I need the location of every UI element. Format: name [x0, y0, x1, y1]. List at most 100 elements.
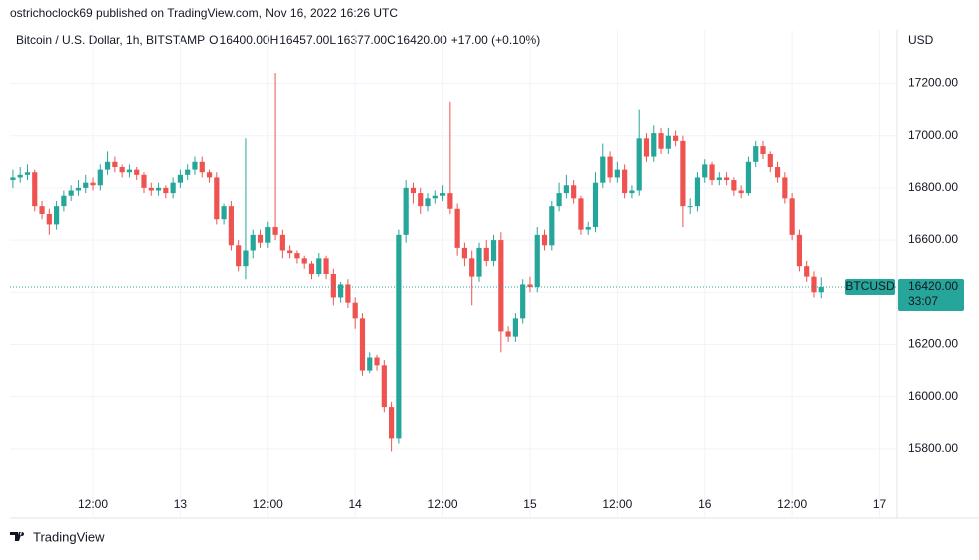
candle-body	[83, 182, 89, 188]
candle-body	[134, 169, 140, 175]
publish-header: ostrichoclock69 published on TradingView…	[10, 6, 398, 20]
candle-body	[629, 190, 635, 194]
candle-body	[301, 258, 307, 264]
candle-body	[578, 198, 584, 230]
candle-body	[403, 187, 409, 235]
candle-body	[323, 258, 329, 274]
ohlc-value: 16420.00	[397, 33, 447, 47]
candle-body	[388, 407, 395, 439]
candle-body	[687, 206, 693, 208]
candle-body	[381, 365, 387, 408]
candle-body	[760, 146, 766, 154]
countdown-text: 33:07	[908, 294, 938, 308]
candle-body	[723, 177, 730, 181]
candle-body	[410, 187, 417, 194]
candle-body	[308, 263, 315, 274]
candle-body	[665, 135, 671, 149]
candle-body	[716, 177, 722, 181]
candle-body	[199, 161, 205, 173]
candle-body	[330, 274, 336, 298]
candle-body	[126, 169, 133, 173]
candle-body	[24, 172, 31, 175]
x-tick-label: 15	[523, 497, 537, 511]
candle-body	[90, 182, 96, 186]
candle-body	[418, 193, 424, 207]
candle-body	[359, 318, 366, 371]
candle-body	[607, 156, 613, 178]
candle-body	[367, 357, 373, 371]
candle-body	[505, 331, 511, 337]
ohlc-value: 16377.00	[337, 33, 387, 47]
candle-body	[432, 195, 438, 199]
candle-body	[214, 177, 220, 220]
candle-body	[818, 287, 824, 293]
candle-body	[702, 164, 708, 178]
ohlc-key: H	[270, 33, 279, 47]
candle-body	[54, 206, 60, 225]
candle-body	[592, 182, 599, 228]
x-tick-label: 12:00	[777, 497, 807, 511]
candle-body	[396, 234, 402, 439]
candle-body	[534, 234, 540, 288]
ohlc-value: 16400.00	[220, 33, 270, 47]
currency-label: USD	[908, 33, 934, 47]
candle-body	[585, 227, 591, 230]
candle-body	[527, 284, 533, 288]
candle-body	[206, 172, 213, 178]
candle-body	[46, 213, 52, 225]
candle-body	[17, 174, 23, 178]
candle-body	[563, 185, 569, 194]
candle-body	[512, 318, 519, 337]
candle-body	[155, 187, 162, 191]
symbol-badge-text: BTCUSD	[845, 279, 895, 293]
candle-body	[753, 146, 759, 162]
x-tick-label: 14	[349, 497, 363, 511]
candle-body	[731, 180, 737, 191]
candle-body	[571, 185, 577, 199]
x-tick-label: 16	[698, 497, 712, 511]
candle-body	[316, 258, 322, 274]
x-tick-label: 13	[174, 497, 188, 511]
x-tick-label: 12:00	[602, 497, 632, 511]
logo	[10, 532, 25, 541]
candle-body	[148, 187, 154, 191]
candle-body	[774, 167, 781, 178]
candle-body	[32, 172, 38, 207]
candle-body	[614, 169, 620, 178]
candle-body	[461, 247, 468, 259]
ohlc-key: L	[329, 33, 336, 47]
candle-body	[345, 284, 351, 303]
candle-body	[651, 133, 657, 157]
y-tick-label: 16200.00	[908, 337, 958, 351]
candle-body	[520, 284, 526, 319]
ohlc-key: C	[387, 33, 396, 47]
candle-body	[192, 161, 198, 170]
candle-body	[767, 153, 773, 168]
y-tick-label: 17200.00	[908, 76, 958, 90]
x-tick-label: 17	[873, 497, 887, 511]
symbol-label: Bitcoin / U.S. Dollar, 1h, BITSTAMP	[16, 33, 205, 47]
grid	[10, 30, 897, 518]
x-tick-label: 12:00	[78, 497, 108, 511]
candle-body	[352, 302, 358, 319]
candle-body	[549, 206, 555, 246]
candle-body	[374, 357, 380, 366]
candle-body	[804, 266, 810, 277]
candle-body	[185, 169, 191, 175]
candle-body	[272, 227, 278, 235]
candle-body	[600, 156, 606, 183]
candle-body	[119, 167, 125, 173]
candle-body	[643, 138, 650, 157]
price-badge-text: 16420.00	[908, 279, 958, 293]
footer-brand: TradingView	[33, 529, 105, 544]
candle-body	[782, 177, 788, 199]
candle-body	[490, 240, 497, 261]
y-tick-label: 16600.00	[908, 232, 958, 246]
candle-body	[622, 169, 628, 194]
change-label: +17.00 (+0.10%)	[451, 33, 540, 47]
candle-body	[447, 193, 453, 209]
candle-body	[221, 206, 227, 220]
candle-body	[257, 234, 264, 243]
candle-body	[10, 177, 16, 181]
